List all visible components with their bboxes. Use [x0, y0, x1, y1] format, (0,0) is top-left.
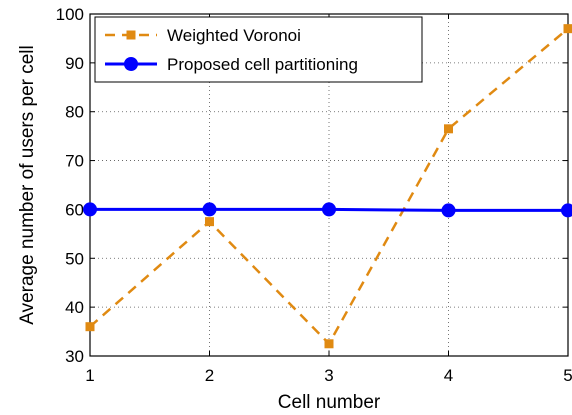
legend-entry: Weighted Voronoi: [105, 26, 301, 45]
data-point: [322, 202, 336, 217]
data-point: [444, 124, 453, 134]
axis-ticks: 1 2 3 4 5 30 40 50 60 70 80 90 100: [56, 5, 572, 385]
x-tick-label: 5: [563, 366, 572, 385]
data-point: [124, 57, 138, 71]
legend-box: [94, 16, 423, 83]
series-layer: [83, 24, 572, 349]
x-tick-label: 3: [324, 366, 333, 385]
data-point: [202, 202, 217, 217]
legend-label: Proposed cell partitioning: [167, 55, 358, 74]
x-tick-label: 2: [205, 366, 214, 385]
x-tick-label: 4: [444, 366, 453, 385]
x-tick-label: 1: [85, 366, 94, 385]
legend-entry: Proposed cell partitioning: [105, 55, 358, 74]
y-tick-label: 80: [65, 103, 84, 122]
series-2: [83, 202, 572, 218]
series-1: [85, 24, 572, 349]
legend: Weighted Voronoi Proposed cell partitioni…: [94, 16, 423, 83]
y-tick-label: 90: [65, 54, 84, 73]
data-point: [324, 339, 334, 349]
y-tick-label: 100: [56, 5, 84, 24]
data-point: [205, 217, 214, 227]
data-point: [126, 30, 136, 40]
data-point: [85, 322, 95, 332]
y-axis-label: Average number of users per cell: [17, 45, 38, 325]
legend-label: Weighted Voronoi: [167, 26, 301, 45]
data-point: [563, 24, 572, 34]
y-tick-label: 30: [65, 347, 84, 366]
y-tick-label: 50: [65, 249, 84, 268]
data-point: [441, 203, 456, 218]
legend-entries: Weighted Voronoi Proposed cell partitioni…: [105, 26, 358, 74]
y-tick-label: 70: [65, 152, 84, 171]
data-point: [83, 202, 97, 217]
x-axis-label: Cell number: [278, 392, 381, 413]
y-tick-label: 40: [65, 298, 84, 317]
y-tick-label: 60: [65, 200, 84, 219]
data-point: [561, 203, 572, 218]
